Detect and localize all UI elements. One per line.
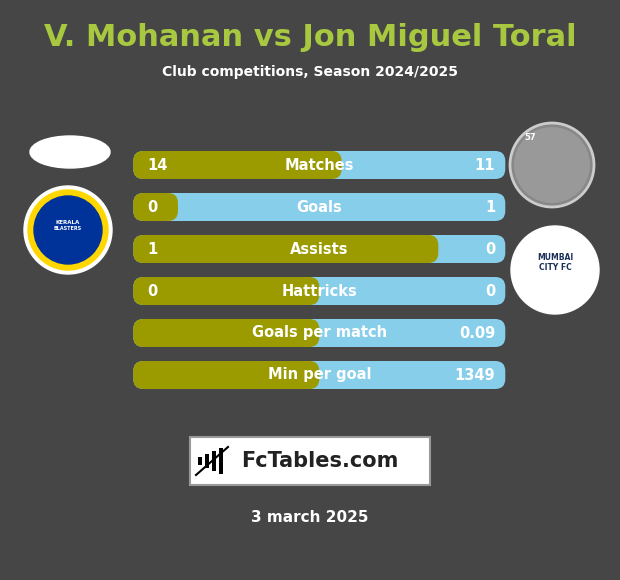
Text: FcTables.com: FcTables.com [241,451,399,471]
Bar [219,448,223,474]
Ellipse shape [30,136,110,168]
FancyBboxPatch shape [133,277,319,305]
Text: 0: 0 [148,284,157,299]
Text: 11: 11 [475,158,495,172]
Text: 0: 0 [485,284,495,299]
Text: 1349: 1349 [454,368,495,382]
Text: V. Mohanan vs Jon Miguel Toral: V. Mohanan vs Jon Miguel Toral [43,24,577,53]
Text: 57: 57 [524,132,536,142]
FancyBboxPatch shape [133,361,505,389]
Circle shape [34,196,102,264]
Text: 0: 0 [148,200,157,215]
Text: 0.09: 0.09 [459,325,495,340]
FancyBboxPatch shape [190,437,430,485]
Text: Goals: Goals [296,200,342,215]
FancyBboxPatch shape [133,193,178,221]
FancyBboxPatch shape [133,151,342,179]
FancyBboxPatch shape [133,277,505,305]
FancyBboxPatch shape [133,151,505,179]
Text: Assists: Assists [290,241,348,256]
Text: 0: 0 [485,241,495,256]
Text: Club competitions, Season 2024/2025: Club competitions, Season 2024/2025 [162,65,458,79]
Text: KERALA: KERALA [56,219,80,224]
Text: Matches: Matches [285,158,354,172]
FancyBboxPatch shape [133,235,505,263]
Text: Hattricks: Hattricks [281,284,357,299]
Circle shape [511,226,599,314]
Text: 3 march 2025: 3 march 2025 [251,510,369,525]
Bar [198,457,202,465]
FancyBboxPatch shape [133,361,319,389]
Bar [212,451,216,471]
Bar [205,454,209,468]
Text: CITY FC: CITY FC [539,263,572,271]
FancyBboxPatch shape [133,319,319,347]
Text: 1: 1 [485,200,495,215]
Text: Goals per match: Goals per match [252,325,387,340]
Circle shape [28,190,108,270]
Text: Min per goal: Min per goal [268,368,371,382]
FancyBboxPatch shape [133,193,505,221]
FancyBboxPatch shape [133,319,505,347]
Text: 14: 14 [148,158,167,172]
Text: 1: 1 [148,241,157,256]
Text: MUMBAI: MUMBAI [537,253,573,263]
Circle shape [510,123,594,207]
Circle shape [24,186,112,274]
Text: BLASTERS: BLASTERS [54,227,82,231]
FancyBboxPatch shape [133,235,438,263]
Circle shape [514,127,590,203]
